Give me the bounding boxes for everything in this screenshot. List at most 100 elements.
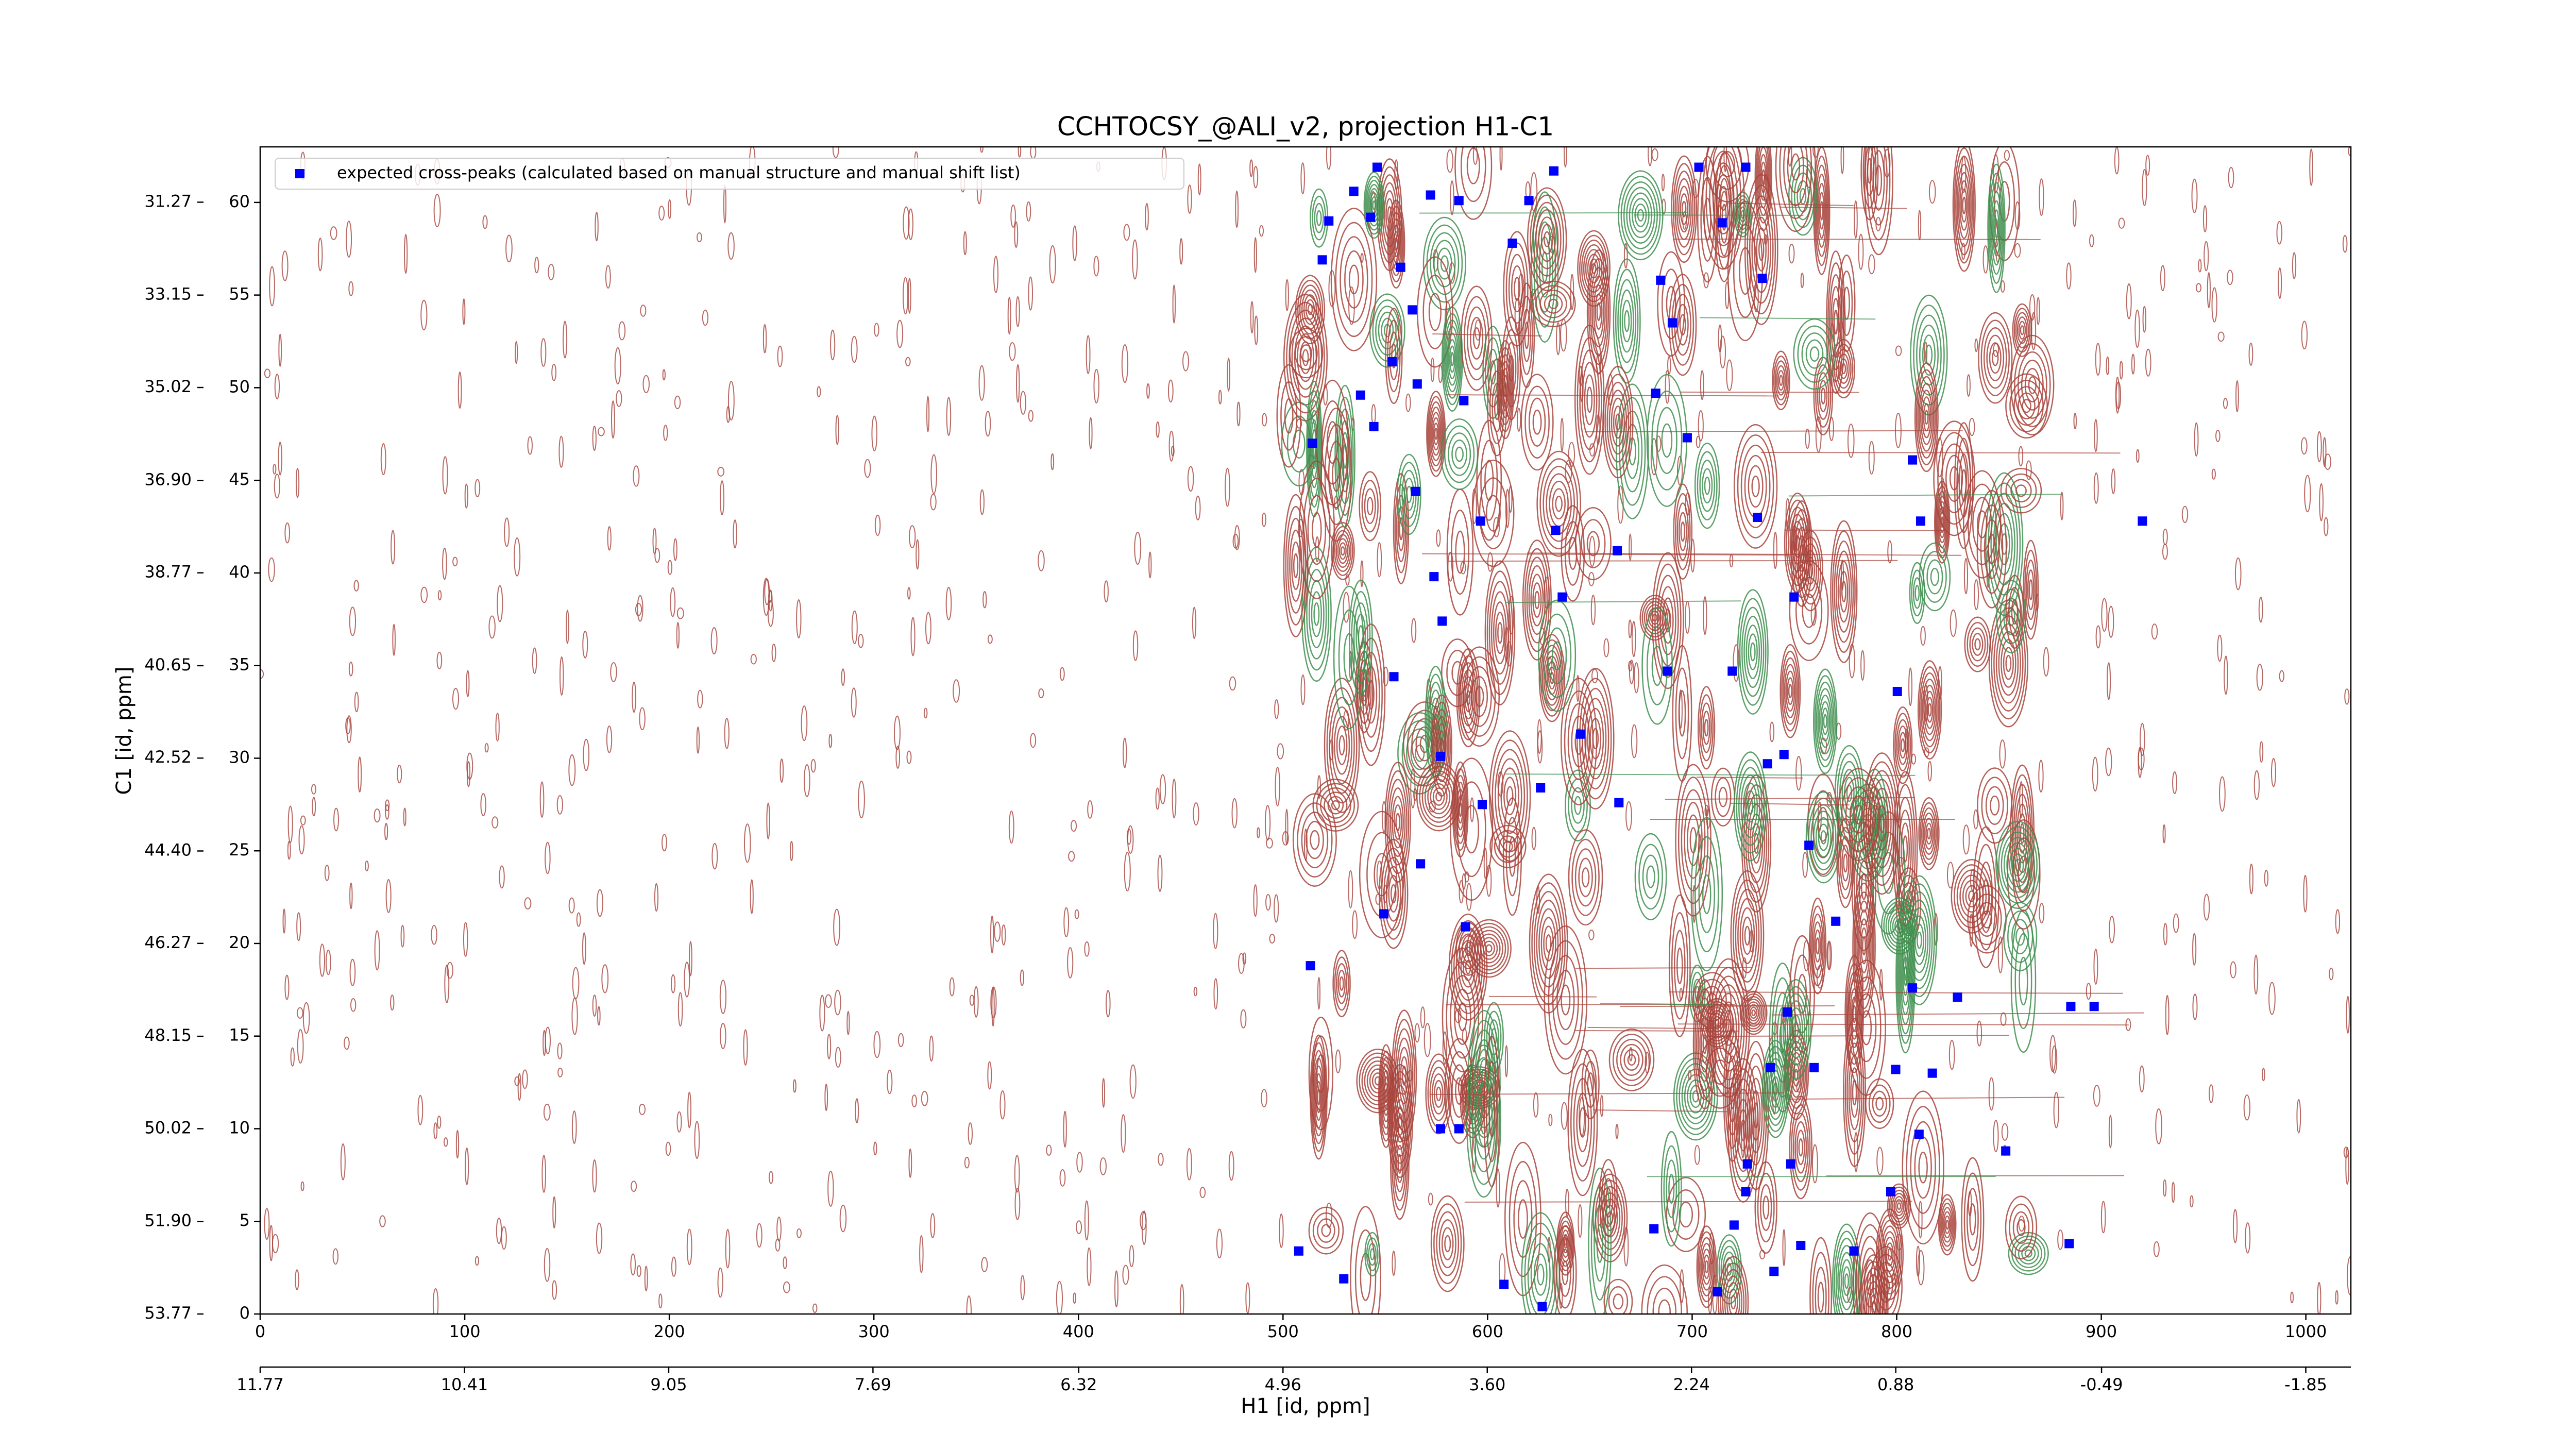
contour — [1694, 988, 1715, 1101]
contour — [2011, 853, 2024, 877]
contour — [1535, 209, 1559, 269]
contour — [1337, 969, 1346, 998]
contour — [1707, 958, 1750, 1098]
contour — [463, 922, 468, 957]
contour — [1280, 381, 1298, 451]
contour — [1719, 335, 1726, 368]
contour — [1509, 836, 1516, 877]
contour — [2019, 956, 2028, 1006]
contour — [2151, 624, 2158, 640]
contour — [2163, 1179, 2167, 1197]
contour — [1454, 774, 1467, 844]
contour — [2172, 771, 2177, 795]
contour — [990, 986, 997, 1018]
contour — [1746, 1001, 1761, 1024]
contour — [1728, 203, 1854, 207]
contour — [1332, 457, 1341, 492]
contour — [1458, 655, 1479, 740]
contour — [1446, 149, 1453, 173]
contour — [662, 834, 667, 852]
contour — [348, 281, 354, 296]
contour — [582, 932, 586, 965]
contour — [1617, 279, 1637, 363]
contour — [1657, 575, 1679, 667]
contour — [2245, 1222, 2251, 1254]
contour — [1321, 400, 1344, 485]
contour — [1740, 444, 1771, 528]
contour — [1987, 163, 2006, 293]
contour — [1393, 804, 1402, 840]
contour — [1733, 644, 1740, 682]
contour — [1538, 634, 1566, 722]
contour — [896, 319, 904, 348]
cross-peak-marker — [1916, 516, 1925, 526]
contour — [2111, 468, 2116, 494]
contour — [1534, 591, 1540, 610]
contour — [1862, 147, 1877, 208]
contour — [979, 489, 985, 515]
contour — [1182, 351, 1189, 372]
cross-peak-marker — [1426, 190, 1435, 200]
contour — [1568, 829, 1603, 926]
contour — [1904, 966, 1908, 987]
cross-peak-marker — [1576, 729, 1586, 739]
contour — [2011, 919, 2029, 954]
contour — [566, 610, 569, 644]
contour — [284, 522, 291, 544]
contour — [1924, 410, 1929, 425]
contour — [1628, 619, 1632, 638]
contour — [1291, 317, 1320, 398]
contour — [775, 1238, 781, 1252]
contour — [1480, 440, 1498, 521]
contour — [1277, 743, 1284, 760]
contour — [1392, 1251, 1396, 1276]
contour — [1531, 280, 1576, 328]
contour — [2005, 654, 2012, 672]
contour — [1985, 786, 2004, 825]
contour — [1445, 326, 1460, 393]
contour — [1157, 855, 1163, 892]
contour — [1293, 553, 1299, 579]
cross-peak-marker — [1411, 486, 1420, 496]
contour — [930, 1213, 936, 1238]
contour — [1815, 364, 1832, 428]
cross-peak-marker — [1355, 390, 1365, 400]
contour — [492, 816, 499, 829]
contour — [1950, 609, 1957, 637]
contour — [919, 1235, 924, 1273]
contour — [1250, 301, 1254, 334]
contour — [1383, 856, 1404, 931]
contour — [1968, 890, 1975, 902]
contour — [2009, 848, 2027, 882]
contour — [1511, 265, 1523, 312]
contour — [300, 1181, 304, 1191]
contour — [921, 1091, 928, 1106]
contour — [1646, 626, 1668, 705]
contour — [1500, 767, 1519, 825]
contour — [1661, 423, 1673, 458]
contour — [1858, 909, 1871, 983]
contour — [1458, 940, 1479, 995]
contour — [1579, 349, 1600, 450]
contour — [1227, 358, 1231, 392]
contour — [2001, 831, 2035, 898]
contour — [340, 1143, 346, 1181]
contour — [319, 943, 325, 977]
contour — [1398, 1113, 1403, 1129]
cross-peak-marker — [1717, 218, 1727, 228]
contour — [1195, 495, 1201, 520]
contour — [443, 1137, 448, 1147]
contour — [1736, 199, 1749, 230]
contour — [1816, 174, 1827, 248]
legend-box — [275, 158, 1184, 190]
contour — [1353, 602, 1368, 672]
contour — [1712, 975, 1745, 1081]
contour — [1696, 1225, 1717, 1308]
contour — [1999, 739, 2006, 769]
contour — [1661, 173, 1665, 192]
contour — [1533, 1253, 1548, 1296]
contour — [1261, 1089, 1267, 1107]
contour — [644, 1266, 648, 1292]
cross-peak-marker — [1789, 592, 1799, 602]
contour — [1366, 180, 1382, 231]
